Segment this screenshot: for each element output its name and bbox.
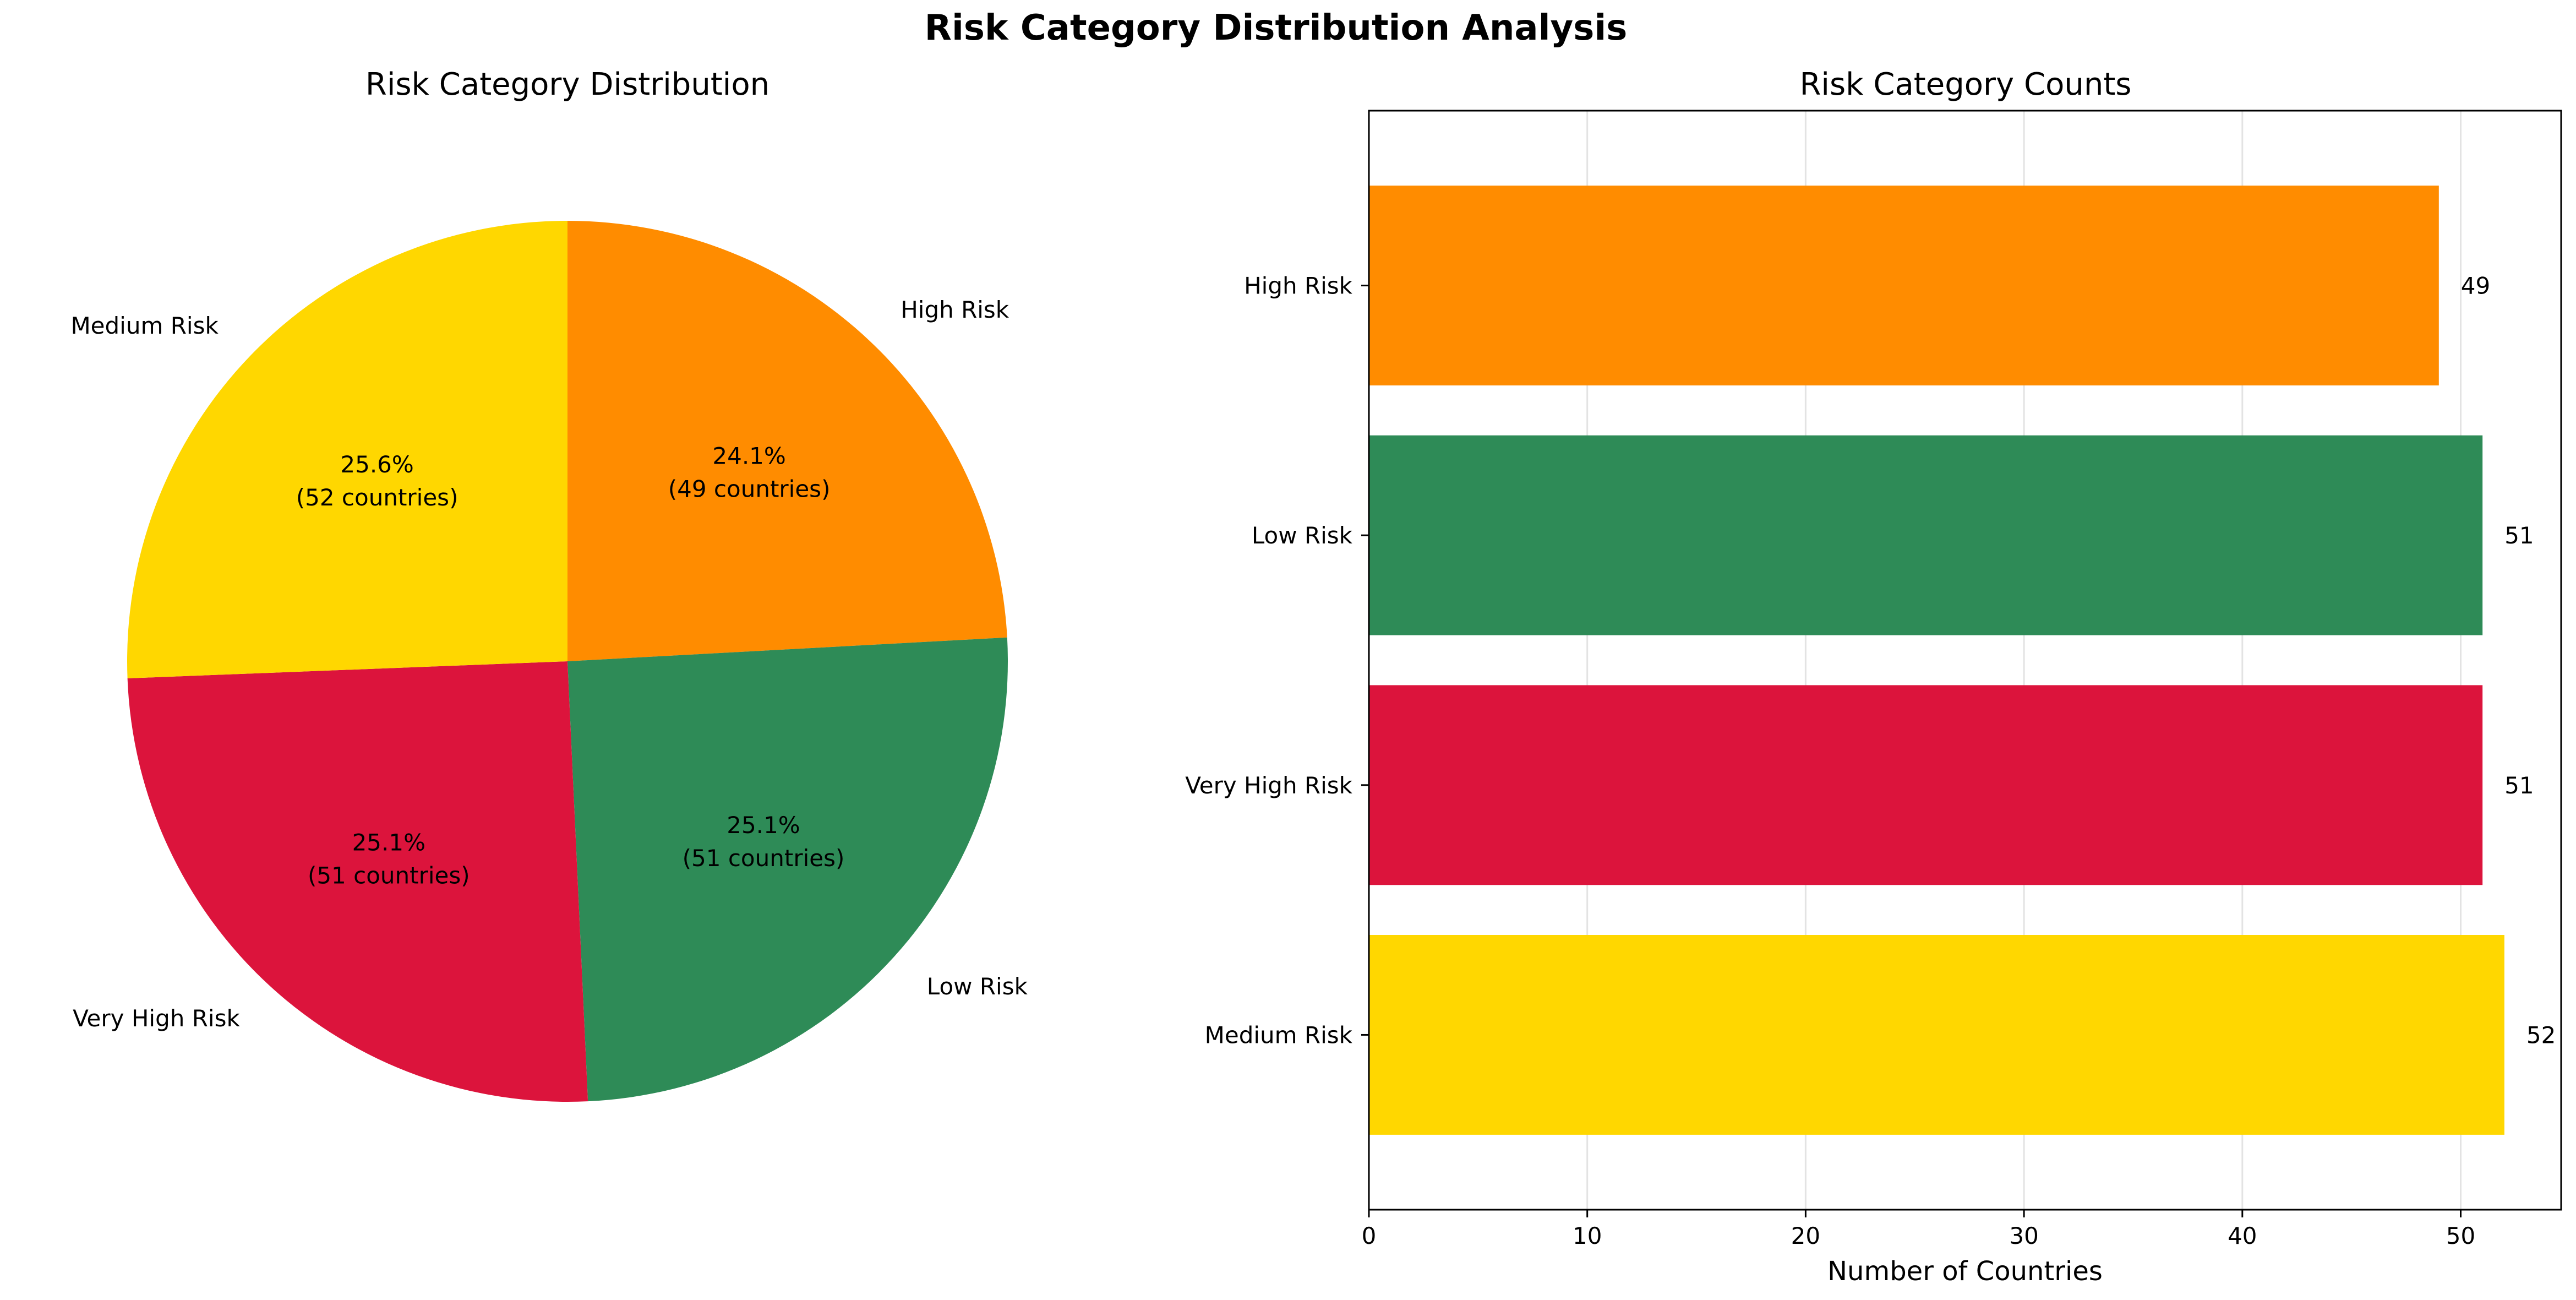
pie-labels: High Risk 24.1% (49 countries) Low Risk 25.1… bbox=[70, 296, 1028, 1032]
pie-label-very-high-risk: Very High Risk bbox=[73, 1005, 240, 1032]
pie-count-medium-risk: (52 countries) bbox=[296, 484, 459, 511]
pie-count-very-high-risk: (51 countries) bbox=[308, 862, 470, 889]
bar-x-tick-label-10: 10 bbox=[1573, 1222, 1602, 1249]
pie-label-medium-risk: Medium Risk bbox=[70, 312, 219, 339]
bar-y-tick-label-medium-risk: Medium Risk bbox=[1205, 1021, 1353, 1048]
bar-x-tick-label-40: 40 bbox=[2228, 1222, 2257, 1249]
bar-x-tick-label-50: 50 bbox=[2446, 1222, 2475, 1249]
bar-value-label-very-high-risk: 51 bbox=[2504, 772, 2534, 799]
pie-label-high-risk: High Risk bbox=[900, 296, 1009, 323]
pie-label-low-risk: Low Risk bbox=[927, 973, 1028, 1000]
bar-y-tick-label-high-risk: High Risk bbox=[1244, 273, 1353, 300]
pie-percent-low-risk: 25.1% bbox=[727, 812, 800, 839]
pie-percent-very-high-risk: 25.1% bbox=[352, 829, 425, 856]
bar-value-label-high-risk: 49 bbox=[2461, 273, 2490, 300]
pie-slice-very-high-risk bbox=[127, 661, 588, 1102]
bar-y-ticks: Medium Risk Very High Risk Low Risk High Ri… bbox=[1185, 273, 1369, 1048]
pie-percent-medium-risk: 25.6% bbox=[340, 451, 413, 478]
bar-low-risk bbox=[1369, 435, 2483, 635]
bar-value-label-low-risk: 51 bbox=[2504, 522, 2534, 549]
pie-title: Risk Category Distribution bbox=[365, 67, 769, 102]
bar-high-risk bbox=[1369, 186, 2439, 385]
bar-plot-frame bbox=[1368, 110, 2562, 1211]
pie-count-high-risk: (49 countries) bbox=[668, 476, 831, 503]
bar-x-ticks: 0 10 20 30 40 50 bbox=[1362, 1210, 2475, 1249]
pie-slice-high-risk bbox=[567, 221, 1007, 661]
bar-chart: Risk Category Counts 0 10 20 30 40 50 Medium … bbox=[1185, 67, 2562, 1287]
bar-x-axis-label: Number of Countries bbox=[1827, 1256, 2103, 1287]
bar-x-tick-label-0: 0 bbox=[1362, 1222, 1377, 1249]
bar-title: Risk Category Counts bbox=[1800, 67, 2132, 102]
pie-percent-high-risk: 24.1% bbox=[712, 443, 785, 470]
bar-medium-risk bbox=[1369, 935, 2504, 1135]
pie-count-low-risk: (51 countries) bbox=[683, 845, 845, 872]
bar-value-labels: 52 51 51 49 bbox=[2461, 273, 2556, 1049]
bar-very-high-risk bbox=[1369, 685, 2483, 885]
bar-y-tick-label-very-high-risk: Very High Risk bbox=[1185, 772, 1352, 799]
pie-chart: Risk Category Distribution High Risk 24.1… bbox=[70, 67, 1028, 1102]
bar-value-label-medium-risk: 52 bbox=[2526, 1021, 2556, 1048]
bar-bars bbox=[1369, 186, 2504, 1135]
pie-slice-medium-risk bbox=[127, 221, 567, 678]
bar-x-tick-label-20: 20 bbox=[1791, 1222, 1820, 1249]
bar-y-tick-label-low-risk: Low Risk bbox=[1252, 522, 1353, 549]
figure-suptitle: Risk Category Distribution Analysis bbox=[925, 8, 1628, 48]
pie-slice-low-risk bbox=[567, 637, 1008, 1102]
pie-slices bbox=[127, 221, 1008, 1102]
bar-x-tick-label-30: 30 bbox=[2009, 1222, 2038, 1249]
